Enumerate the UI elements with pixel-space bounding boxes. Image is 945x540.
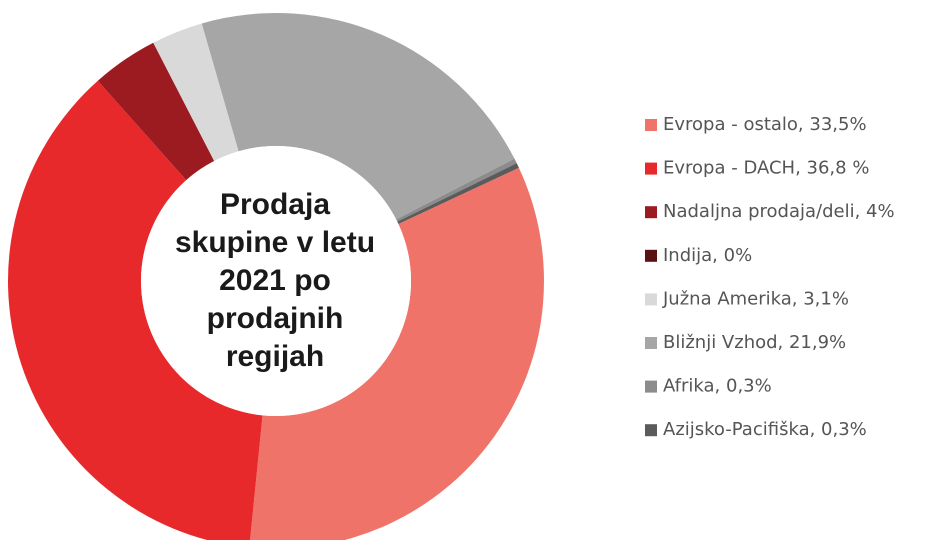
legend-label: Bližnji Vzhod, 21,9% bbox=[663, 332, 846, 353]
legend-swatch bbox=[645, 162, 657, 175]
legend-swatch bbox=[645, 249, 657, 262]
donut-slice bbox=[8, 80, 263, 540]
legend-swatch bbox=[645, 119, 657, 131]
legend-label: Afrika, 0,3% bbox=[663, 376, 772, 397]
legend-swatch bbox=[645, 424, 657, 437]
legend-label: Južna Amerika, 3,1% bbox=[662, 288, 849, 309]
chart-title: Prodaja skupine v letu 2021 po prodajnih… bbox=[174, 188, 376, 373]
donut-hole bbox=[141, 146, 411, 416]
legend-swatch bbox=[645, 380, 657, 393]
legend-label: Evropa - ostalo, 33,5% bbox=[663, 114, 867, 135]
legend-swatch bbox=[645, 337, 657, 349]
legend-swatch bbox=[645, 293, 657, 306]
legend-label: Indija, 0% bbox=[663, 245, 752, 266]
donut-slice bbox=[250, 167, 544, 540]
legend-label: Azijsko-Pacifiška, 0,3% bbox=[663, 419, 867, 440]
donut-slice bbox=[396, 158, 517, 222]
donut-slice bbox=[201, 12, 515, 220]
donut-slice bbox=[397, 163, 519, 224]
donut-slice bbox=[97, 42, 215, 181]
legend-label: Evropa - DACH, 36,8 % bbox=[663, 158, 869, 179]
legend-label: Nadaljna prodaja/deli, 4% bbox=[663, 201, 895, 222]
legend-swatch bbox=[645, 206, 657, 219]
donut-slice bbox=[153, 23, 239, 161]
